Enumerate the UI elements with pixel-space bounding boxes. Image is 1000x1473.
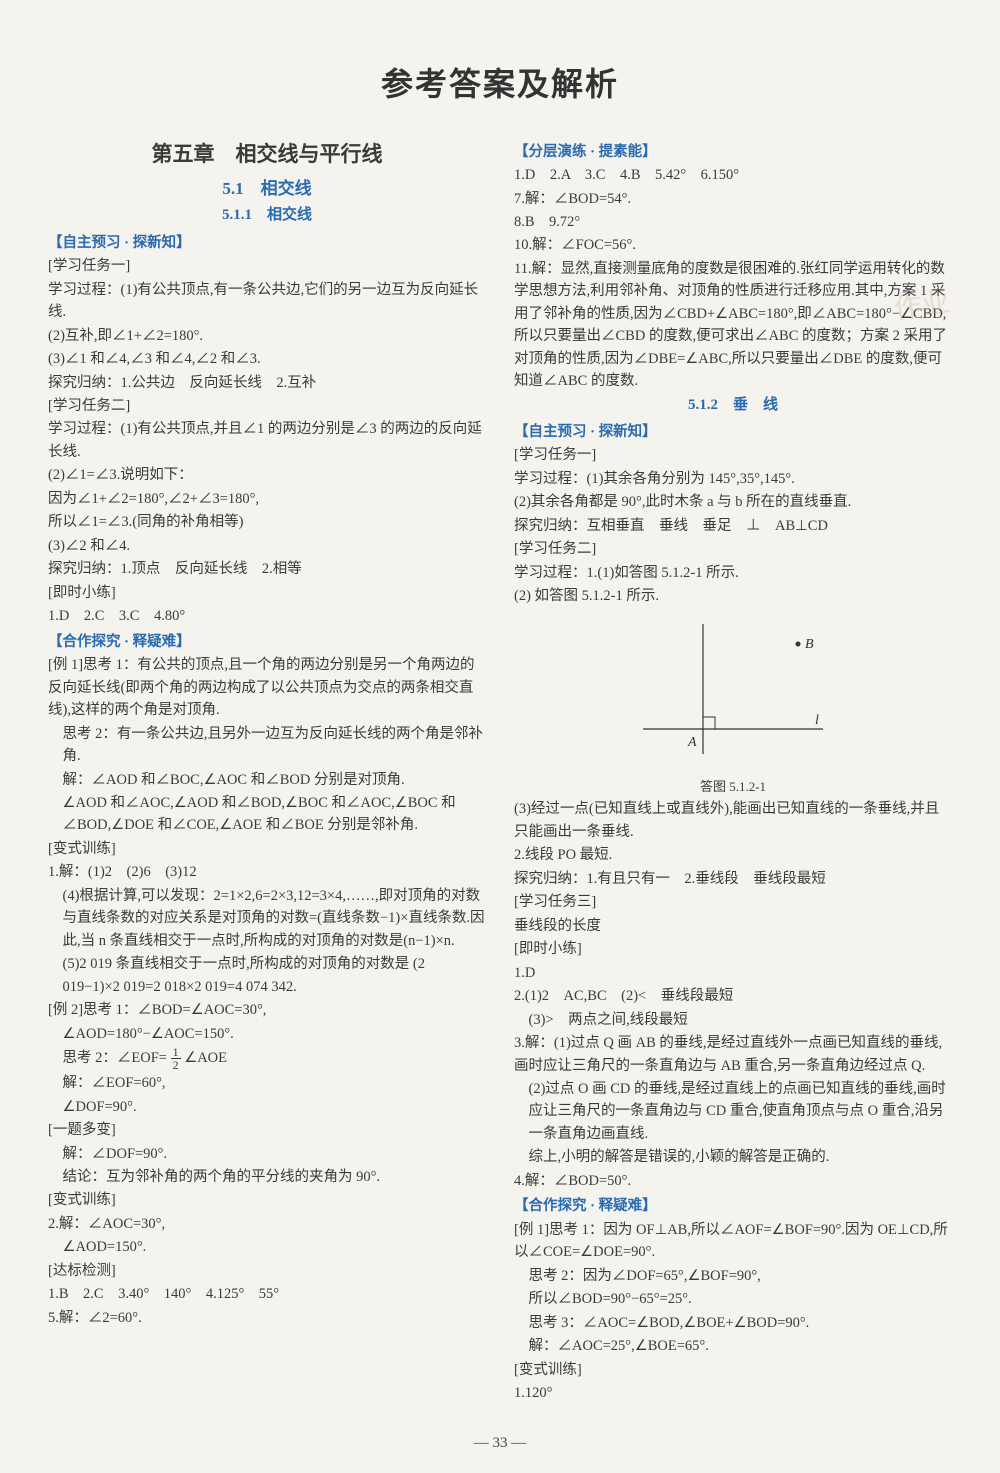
body-text: 思考 2：因为∠DOF=65°,∠BOF=90°,	[514, 1265, 952, 1287]
perpendicular-diagram: B A l	[633, 614, 833, 764]
body-text: 10.解：∠FOC=56°.	[514, 234, 952, 256]
body-text: 11.解：显然,直接测量底角的度数是很困难的.张红同学运用转化的数学思想方法,利…	[514, 258, 952, 393]
body-text: 思考 2：∠EOF= 12 ∠AOE	[48, 1046, 486, 1071]
body-text: 1.B 2.C 3.40° 140° 4.125° 55°	[48, 1283, 486, 1305]
think2-suffix: ∠AOE	[184, 1050, 227, 1066]
body-text: (3)∠2 和∠4.	[48, 535, 486, 557]
body-text: 3.解：(1)过点 Q 画 AB 的垂线,是经过直线外一点画已知直线的垂线,画时…	[514, 1032, 952, 1077]
body-text: (2)互补,即∠1+∠2=180°.	[48, 325, 486, 347]
instant-label: [即时小练]	[48, 582, 486, 604]
body-text: ∠AOD 和∠AOC,∠AOD 和∠BOD,∠BOC 和∠AOC,∠BOC 和∠…	[48, 792, 486, 837]
body-text: ∠DOF=90°.	[48, 1096, 486, 1118]
task-label: [学习任务一]	[514, 444, 952, 466]
body-text: [例 1]思考 1：有公共的顶点,且一个角的两边分别是另一个角两边的反向延长线(…	[48, 654, 486, 721]
body-text: 思考 3：∠AOC=∠BOD,∠BOE+∠BOD=90°.	[514, 1312, 952, 1334]
body-text: 所以∠BOD=90°−65°=25°.	[514, 1288, 952, 1310]
task-label: [学习任务一]	[48, 255, 486, 277]
body-text: 1.解：(1)2 (2)6 (3)12	[48, 861, 486, 883]
label-l: l	[815, 713, 819, 728]
right-column: 【分层演练 · 提素能】 1.D 2.A 3.C 4.B 5.42° 6.150…	[514, 138, 952, 1406]
body-text: 2.(1)2 AC,BC (2)< 垂线段最短	[514, 985, 952, 1007]
page-number: — 33 —	[0, 1432, 1000, 1455]
body-text: 垂线段的长度	[514, 915, 952, 937]
coop-heading-2: 【合作探究 · 释疑难】	[514, 1195, 952, 1217]
onemulti-label: [一题多变]	[48, 1119, 486, 1141]
left-column: 第五章 相交线与平行线 5.1 相交线 5.1.1 相交线 【自主预习 · 探新…	[48, 138, 486, 1406]
task-label: [学习任务三]	[514, 891, 952, 913]
chapter-heading: 第五章 相交线与平行线	[48, 138, 486, 171]
body-text: 解：∠EOF=60°,	[48, 1072, 486, 1094]
body-text: 探究归纳：1.顶点 反向延长线 2.相等	[48, 558, 486, 580]
variant-label: [变式训练]	[48, 1189, 486, 1211]
body-text: 学习过程：(1)其余各角分别为 145°,35°,145°.	[514, 468, 952, 490]
body-text: 4.解：∠BOD=50°.	[514, 1170, 952, 1192]
body-text: 5.解：∠2=60°.	[48, 1307, 486, 1329]
body-text: 1.D	[514, 962, 952, 984]
body-text: (3)经过一点(已知直线上或直线外),能画出已知直线的一条垂线,并且只能画出一条…	[514, 798, 952, 843]
content-columns: 第五章 相交线与平行线 5.1 相交线 5.1.1 相交线 【自主预习 · 探新…	[48, 138, 952, 1406]
body-text: 学习过程：(1)有公共顶点,有一条公共边,它们的另一边互为反向延长线.	[48, 279, 486, 324]
body-text: 探究归纳：1.公共边 反向延长线 2.互补	[48, 372, 486, 394]
body-text: ∠AOD=180°−∠AOC=150°.	[48, 1023, 486, 1045]
body-text: [例 2]思考 1：∠BOD=∠AOC=30°,	[48, 999, 486, 1021]
body-text: 学习过程：1.(1)如答图 5.1.2-1 所示.	[514, 562, 952, 584]
label-b: B	[805, 637, 814, 652]
layered-heading: 【分层演练 · 提素能】	[514, 141, 952, 163]
body-text: 解：∠DOF=90°.	[48, 1143, 486, 1165]
preview-heading: 【自主预习 · 探新知】	[48, 232, 486, 254]
body-text: (2) 如答图 5.1.2-1 所示.	[514, 585, 952, 607]
page-title: 参考答案及解析	[48, 60, 952, 110]
body-text: 解：∠AOD 和∠BOC,∠AOC 和∠BOD 分别是对顶角.	[48, 769, 486, 791]
preview-heading-2: 【自主预习 · 探新知】	[514, 421, 952, 443]
body-text: 因为∠1+∠2=180°,∠2+∠3=180°,	[48, 488, 486, 510]
body-text: 2.解：∠AOC=30°,	[48, 1213, 486, 1235]
figure-caption: 答图 5.1.2-1	[514, 777, 952, 797]
body-text: (2)∠1=∠3.说明如下：	[48, 464, 486, 486]
body-text: 结论：互为邻补角的两个角的平分线的夹角为 90°.	[48, 1166, 486, 1188]
body-text: 解：∠AOC=25°,∠BOE=65°.	[514, 1335, 952, 1357]
variant-label: [变式训练]	[48, 838, 486, 860]
body-text: [例 1]思考 1：因为 OF⊥AB,所以∠AOF=∠BOF=90°.因为 OE…	[514, 1219, 952, 1264]
body-text: 思考 2：有一条公共边,且另外一边互为反向延长线的两个角是邻补角.	[48, 723, 486, 768]
figure-5-1-2-1: B A l	[514, 614, 952, 771]
body-text: 探究归纳：互相垂直 垂线 垂足 ⊥ AB⊥CD	[514, 515, 952, 537]
think2-prefix: 思考 2：∠EOF=	[63, 1050, 167, 1066]
body-text: 7.解：∠BOD=54°.	[514, 188, 952, 210]
body-text: 2.线段 PO 最短.	[514, 844, 952, 866]
body-text: 1.D 2.A 3.C 4.B 5.42° 6.150°	[514, 164, 952, 186]
body-text: (2)其余各角都是 90°,此时木条 a 与 b 所在的直线垂直.	[514, 491, 952, 513]
body-text: 所以∠1=∠3.(同角的补角相等)	[48, 511, 486, 533]
task-label: [学习任务二]	[514, 538, 952, 560]
body-text: (3)> 两点之间,线段最短	[514, 1009, 952, 1031]
section-heading: 5.1 相交线	[48, 176, 486, 202]
body-text: 8.B 9.72°	[514, 211, 952, 233]
variant-label: [变式训练]	[514, 1359, 952, 1381]
body-text: ∠AOD=150°.	[48, 1236, 486, 1258]
body-text: 学习过程：(1)有公共顶点,并且∠1 的两边分别是∠3 的两边的反向延长线.	[48, 418, 486, 463]
body-text: (3)∠1 和∠4,∠3 和∠4,∠2 和∠3.	[48, 348, 486, 370]
label-a: A	[687, 735, 697, 750]
fraction-one-half: 12	[171, 1046, 181, 1071]
body-text: (4)根据计算,可以发现：2=1×2,6=2×3,12=3×4,……,即对顶角的…	[48, 885, 486, 952]
body-text: 1.120°	[514, 1382, 952, 1404]
instant-label: [即时小练]	[514, 938, 952, 960]
subsection-heading-2: 5.1.2 垂 线	[514, 394, 952, 417]
body-text: 综上,小明的解答是错误的,小颖的解答是正确的.	[514, 1146, 952, 1168]
coop-heading: 【合作探究 · 释疑难】	[48, 631, 486, 653]
body-text: (2)过点 O 画 CD 的垂线,是经过直线上的点画已知直线的垂线,画时应让三角…	[514, 1078, 952, 1145]
body-text: 探究归纳：1.有且只有一 2.垂线段 垂线段最短	[514, 868, 952, 890]
subsection-heading: 5.1.1 相交线	[48, 204, 486, 227]
task-label: [学习任务二]	[48, 395, 486, 417]
body-text: 1.D 2.C 3.C 4.80°	[48, 605, 486, 627]
test-label: [达标检测]	[48, 1260, 486, 1282]
body-text: (5)2 019 条直线相交于一点时,所构成的对顶角的对数是 (2 019−1)…	[48, 953, 486, 998]
